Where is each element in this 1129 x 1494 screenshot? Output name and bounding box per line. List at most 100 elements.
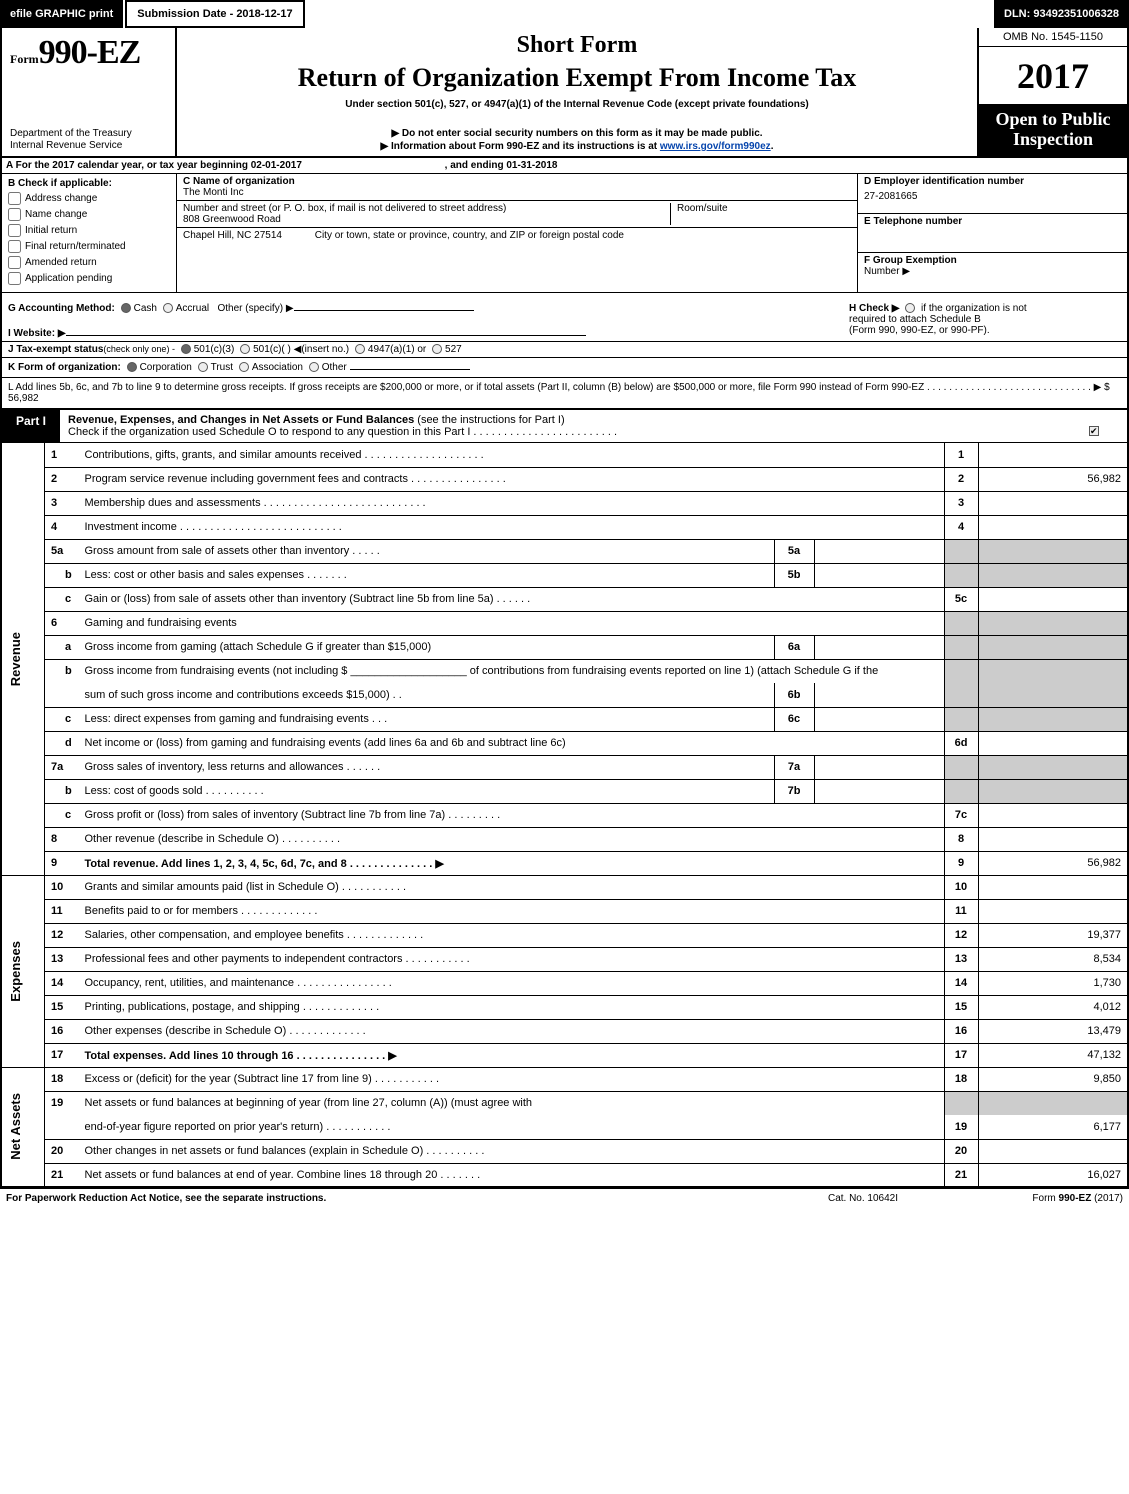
h-checkbox[interactable] — [905, 303, 915, 313]
cb-address-change[interactable]: Address change — [8, 192, 170, 205]
table-row: 3Membership dues and assessments . . . .… — [1, 491, 1128, 515]
footer-form-year: (2017) — [1091, 1193, 1123, 1204]
mid-val — [814, 707, 944, 731]
i-website-input[interactable] — [66, 335, 586, 336]
table-row: cLess: direct expenses from gaming and f… — [1, 707, 1128, 731]
table-row: end-of-year figure reported on prior yea… — [1, 1115, 1128, 1139]
cb-application-pending[interactable]: Application pending — [8, 272, 170, 285]
room-label: Room/suite — [677, 203, 851, 214]
efile-print-button[interactable]: efile GRAPHIC print — [0, 0, 123, 28]
h-text4: (Form 990, 990-EZ, or 990-PF). — [849, 325, 1121, 336]
h-label: H Check ▶ — [849, 303, 899, 314]
table-row: 4Investment income . . . . . . . . . . .… — [1, 515, 1128, 539]
radio-other[interactable] — [309, 362, 319, 372]
mid-val — [814, 755, 944, 779]
cb-label: Final return/terminated — [25, 241, 126, 252]
dln-label: DLN: 93492351006328 — [994, 0, 1129, 28]
cb-initial-return[interactable]: Initial return — [8, 224, 170, 237]
row-a-letter: A — [6, 160, 13, 171]
part1-tag: Part I — [2, 410, 60, 442]
omb-number: OMB No. 1545-1150 — [979, 28, 1127, 47]
table-row: 2Program service revenue including gover… — [1, 467, 1128, 491]
line-desc: Gross amount from sale of assets other t… — [79, 539, 775, 563]
line-desc: Other expenses (describe in Schedule O) … — [79, 1019, 945, 1043]
radio-corp[interactable] — [127, 362, 137, 372]
c-name-value: The Monti Inc — [183, 187, 851, 198]
line-val: 47,132 — [978, 1043, 1128, 1067]
line-desc: Benefits paid to or for members . . . . … — [79, 899, 945, 923]
line-desc: Contributions, gifts, grants, and simila… — [79, 443, 945, 467]
part1-header: Part I Revenue, Expenses, and Changes in… — [0, 410, 1129, 443]
line-val: 13,479 — [978, 1019, 1128, 1043]
radio-527-label: 527 — [445, 344, 462, 355]
line-desc: Membership dues and assessments . . . . … — [79, 491, 945, 515]
radio-trust[interactable] — [198, 362, 208, 372]
table-row: Net Assets 18Excess or (deficit) for the… — [1, 1067, 1128, 1091]
cb-amended-return[interactable]: Amended return — [8, 256, 170, 269]
side-expenses: Expenses — [8, 941, 23, 1002]
footer-paperwork: For Paperwork Reduction Act Notice, see … — [6, 1193, 763, 1204]
line-val — [978, 731, 1128, 755]
part1-check: Check if the organization used Schedule … — [68, 426, 617, 438]
line-desc: Professional fees and other payments to … — [79, 947, 945, 971]
info-post: . — [771, 141, 774, 152]
line-desc: Less: direct expenses from gaming and fu… — [79, 707, 775, 731]
cb-name-change[interactable]: Name change — [8, 208, 170, 221]
footer-form-pre: Form — [1032, 1193, 1058, 1204]
radio-cash[interactable] — [121, 303, 131, 313]
line-desc: Gain or (loss) from sale of assets other… — [79, 587, 945, 611]
radio-trust-label: Trust — [211, 362, 233, 373]
radio-4947-label: 4947(a)(1) or — [368, 344, 426, 355]
radio-501c3-label: 501(c)(3) — [194, 344, 235, 355]
mid-num: 6c — [774, 707, 814, 731]
table-row: 7aGross sales of inventory, less returns… — [1, 755, 1128, 779]
col-b-letter: B — [8, 178, 15, 189]
radio-501c-label: 501(c)( ) ◀(insert no.) — [253, 344, 349, 355]
row-a-end: , and ending 01-31-2018 — [445, 160, 558, 171]
return-title: Return of Organization Exempt From Incom… — [298, 63, 857, 93]
part1-schedule-o-check[interactable] — [1089, 426, 1099, 436]
line-desc: Grants and similar amounts paid (list in… — [79, 875, 945, 899]
cb-label: Address change — [25, 193, 97, 204]
part1-note: (see the instructions for Part I) — [414, 414, 564, 426]
mid-num: 6a — [774, 635, 814, 659]
line-val: 9,850 — [978, 1067, 1128, 1091]
line-val — [978, 587, 1128, 611]
mid-val — [814, 563, 944, 587]
footer-form: Form 990-EZ (2017) — [963, 1193, 1123, 1204]
line-val — [978, 827, 1128, 851]
page-footer: For Paperwork Reduction Act Notice, see … — [0, 1188, 1129, 1208]
footer-form-no: 990-EZ — [1059, 1193, 1092, 1204]
d-ein-value: 27-2081665 — [864, 187, 1121, 202]
g-other-input[interactable] — [294, 310, 474, 311]
table-row: 17Total expenses. Add lines 10 through 1… — [1, 1043, 1128, 1067]
cb-label: Application pending — [25, 273, 112, 284]
line-val — [978, 803, 1128, 827]
line-desc: Other changes in net assets or fund bala… — [79, 1139, 945, 1163]
line-desc: Net assets or fund balances at end of ye… — [79, 1163, 945, 1187]
line-desc: Salaries, other compensation, and employ… — [79, 923, 945, 947]
row-a-text: For the 2017 calendar year, or tax year … — [16, 160, 302, 171]
radio-4947[interactable] — [355, 344, 365, 354]
side-revenue: Revenue — [8, 632, 23, 686]
k-other-input[interactable] — [350, 369, 470, 370]
table-row: 6Gaming and fundraising events — [1, 611, 1128, 635]
mid-val — [814, 779, 944, 803]
info-link[interactable]: www.irs.gov/form990ez — [660, 141, 771, 152]
radio-assoc[interactable] — [239, 362, 249, 372]
mid-num: 5a — [774, 539, 814, 563]
side-net-assets: Net Assets — [8, 1093, 23, 1160]
city-value: Chapel Hill, NC 27514 — [183, 230, 282, 241]
submission-date: Submission Date - 2018-12-17 — [125, 0, 304, 28]
table-row: Expenses 10Grants and similar amounts pa… — [1, 875, 1128, 899]
line-desc: Gross sales of inventory, less returns a… — [79, 755, 775, 779]
radio-527[interactable] — [432, 344, 442, 354]
line-desc: sum of such gross income and contributio… — [79, 683, 775, 707]
line-val: 8,534 — [978, 947, 1128, 971]
cb-final-return[interactable]: Final return/terminated — [8, 240, 170, 253]
radio-501c3[interactable] — [181, 344, 191, 354]
radio-501c[interactable] — [240, 344, 250, 354]
radio-accrual[interactable] — [163, 303, 173, 313]
e-phone-label: E Telephone number — [864, 216, 1121, 227]
table-row: bLess: cost or other basis and sales exp… — [1, 563, 1128, 587]
